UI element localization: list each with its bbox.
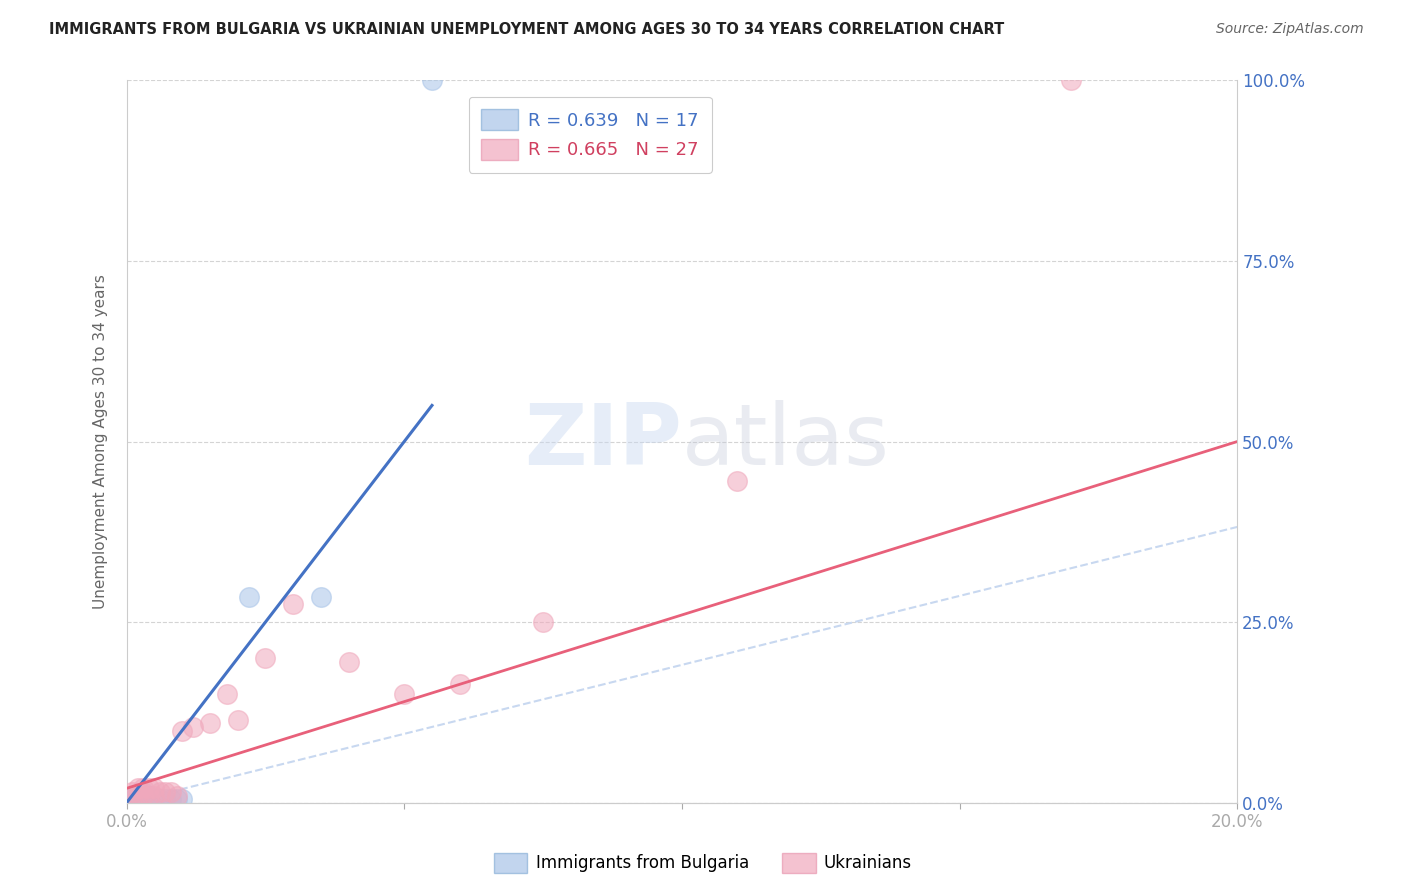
Legend: R = 0.639   N = 17, R = 0.665   N = 27: R = 0.639 N = 17, R = 0.665 N = 27 xyxy=(468,96,711,172)
Point xyxy=(309,590,332,604)
Point xyxy=(127,781,149,796)
Point xyxy=(160,785,183,799)
Point xyxy=(143,789,166,803)
Point xyxy=(337,655,360,669)
Point xyxy=(127,792,149,806)
Point xyxy=(281,597,304,611)
Point xyxy=(138,789,160,803)
Point xyxy=(226,713,249,727)
Point xyxy=(149,792,172,806)
Point xyxy=(166,792,188,806)
Legend: Immigrants from Bulgaria, Ukrainians: Immigrants from Bulgaria, Ukrainians xyxy=(488,847,918,880)
Point xyxy=(727,475,749,489)
Point xyxy=(238,590,260,604)
Point xyxy=(531,615,554,630)
Point xyxy=(394,687,416,701)
Text: atlas: atlas xyxy=(682,400,890,483)
Point xyxy=(121,785,143,799)
Point xyxy=(149,785,172,799)
Point xyxy=(132,792,155,806)
Y-axis label: Unemployment Among Ages 30 to 34 years: Unemployment Among Ages 30 to 34 years xyxy=(93,274,108,609)
Point xyxy=(166,789,188,803)
Point xyxy=(138,789,160,803)
Point xyxy=(172,723,194,738)
Text: Source: ZipAtlas.com: Source: ZipAtlas.com xyxy=(1216,22,1364,37)
Point xyxy=(160,792,183,806)
Text: IMMIGRANTS FROM BULGARIA VS UKRAINIAN UNEMPLOYMENT AMONG AGES 30 TO 34 YEARS COR: IMMIGRANTS FROM BULGARIA VS UKRAINIAN UN… xyxy=(49,22,1004,37)
Point xyxy=(449,676,471,690)
Point xyxy=(198,716,221,731)
Point xyxy=(143,781,166,796)
Point xyxy=(1060,73,1083,87)
Point xyxy=(121,792,143,806)
Point xyxy=(172,792,194,806)
Point xyxy=(127,789,149,803)
Point xyxy=(138,792,160,806)
Point xyxy=(121,792,143,806)
Point xyxy=(254,651,277,665)
Point xyxy=(138,781,160,796)
Point xyxy=(155,785,177,799)
Point xyxy=(420,73,443,87)
Point xyxy=(121,789,143,803)
Point xyxy=(155,792,177,806)
Point xyxy=(215,687,238,701)
Point xyxy=(132,781,155,796)
Text: ZIP: ZIP xyxy=(524,400,682,483)
Point xyxy=(143,792,166,806)
Point xyxy=(181,720,204,734)
Point xyxy=(132,789,155,803)
Point xyxy=(132,785,155,799)
Point xyxy=(127,789,149,803)
